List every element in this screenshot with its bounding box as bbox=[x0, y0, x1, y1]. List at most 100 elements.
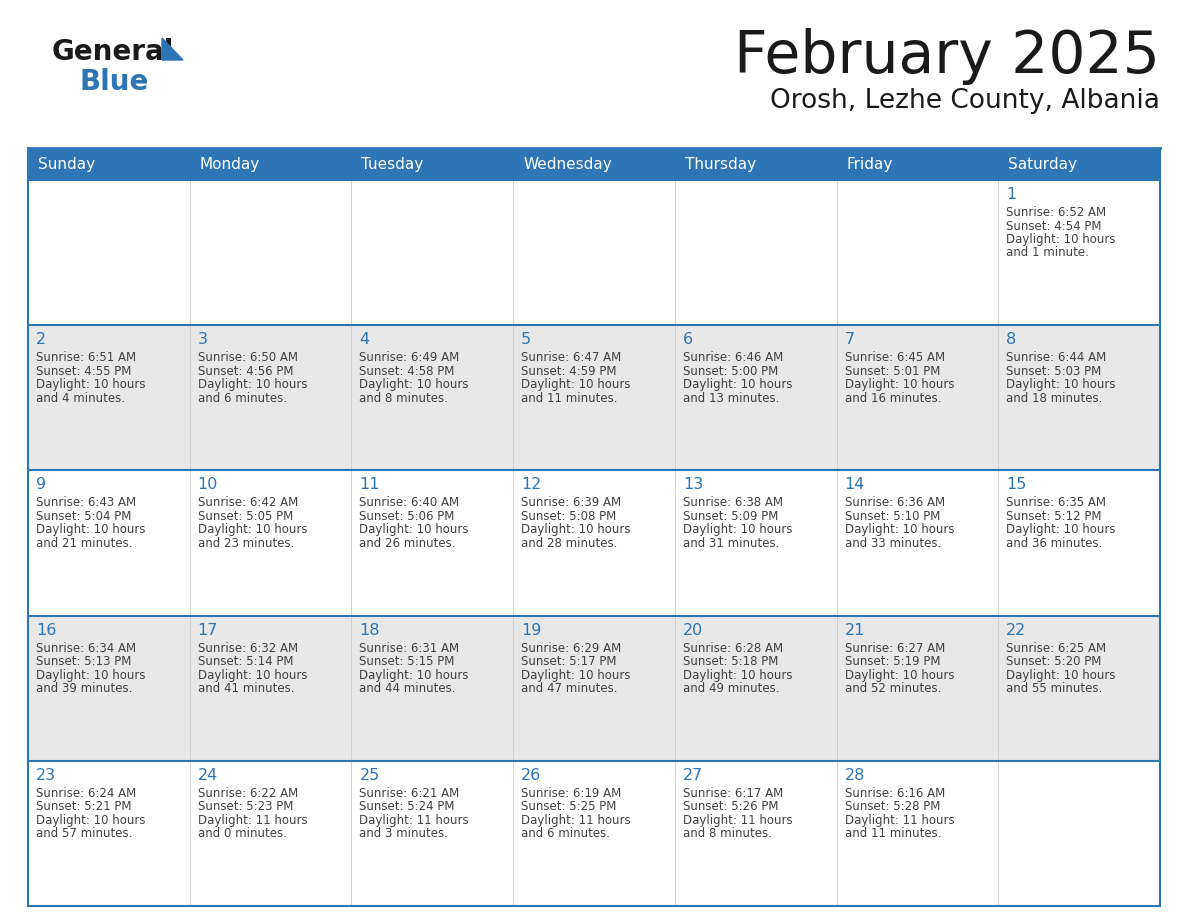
Text: Sunset: 4:55 PM: Sunset: 4:55 PM bbox=[36, 364, 132, 377]
Text: Sunset: 5:04 PM: Sunset: 5:04 PM bbox=[36, 509, 132, 523]
Text: Sunset: 5:28 PM: Sunset: 5:28 PM bbox=[845, 800, 940, 813]
Text: Sunrise: 6:49 AM: Sunrise: 6:49 AM bbox=[360, 352, 460, 364]
Bar bbox=[675, 148, 836, 180]
Text: and 1 minute.: and 1 minute. bbox=[1006, 247, 1089, 260]
Text: 27: 27 bbox=[683, 767, 703, 783]
Text: Sunrise: 6:50 AM: Sunrise: 6:50 AM bbox=[197, 352, 298, 364]
Text: Sunset: 5:15 PM: Sunset: 5:15 PM bbox=[360, 655, 455, 668]
Bar bbox=[998, 148, 1159, 180]
Text: Sunset: 5:00 PM: Sunset: 5:00 PM bbox=[683, 364, 778, 377]
Text: Daylight: 10 hours: Daylight: 10 hours bbox=[522, 668, 631, 681]
Text: Daylight: 10 hours: Daylight: 10 hours bbox=[36, 668, 145, 681]
Text: Sunrise: 6:22 AM: Sunrise: 6:22 AM bbox=[197, 787, 298, 800]
Text: Sunset: 5:21 PM: Sunset: 5:21 PM bbox=[36, 800, 132, 813]
Text: and 47 minutes.: and 47 minutes. bbox=[522, 682, 618, 695]
Text: Daylight: 10 hours: Daylight: 10 hours bbox=[360, 378, 469, 391]
Text: and 13 minutes.: and 13 minutes. bbox=[683, 392, 779, 405]
Text: Sunrise: 6:24 AM: Sunrise: 6:24 AM bbox=[36, 787, 137, 800]
Text: Daylight: 10 hours: Daylight: 10 hours bbox=[1006, 378, 1116, 391]
Text: 10: 10 bbox=[197, 477, 219, 492]
Text: Daylight: 11 hours: Daylight: 11 hours bbox=[683, 813, 792, 827]
Bar bbox=[513, 148, 675, 180]
Text: and 18 minutes.: and 18 minutes. bbox=[1006, 392, 1102, 405]
Text: Daylight: 10 hours: Daylight: 10 hours bbox=[36, 813, 145, 827]
Text: Orosh, Lezhe County, Albania: Orosh, Lezhe County, Albania bbox=[770, 88, 1159, 114]
Text: 24: 24 bbox=[197, 767, 217, 783]
Bar bbox=[352, 148, 513, 180]
Text: and 23 minutes.: and 23 minutes. bbox=[197, 537, 295, 550]
Text: and 11 minutes.: and 11 minutes. bbox=[845, 827, 941, 840]
Text: and 26 minutes.: and 26 minutes. bbox=[360, 537, 456, 550]
Text: Sunrise: 6:36 AM: Sunrise: 6:36 AM bbox=[845, 497, 944, 509]
Text: Daylight: 10 hours: Daylight: 10 hours bbox=[683, 523, 792, 536]
Text: 8: 8 bbox=[1006, 332, 1017, 347]
Text: 11: 11 bbox=[360, 477, 380, 492]
Text: Sunrise: 6:51 AM: Sunrise: 6:51 AM bbox=[36, 352, 137, 364]
Text: Daylight: 10 hours: Daylight: 10 hours bbox=[197, 378, 308, 391]
Text: and 55 minutes.: and 55 minutes. bbox=[1006, 682, 1102, 695]
Text: and 31 minutes.: and 31 minutes. bbox=[683, 537, 779, 550]
Text: and 57 minutes.: and 57 minutes. bbox=[36, 827, 132, 840]
Text: 6: 6 bbox=[683, 332, 693, 347]
Text: Daylight: 10 hours: Daylight: 10 hours bbox=[360, 668, 469, 681]
Text: 2: 2 bbox=[36, 332, 46, 347]
Text: and 16 minutes.: and 16 minutes. bbox=[845, 392, 941, 405]
Text: and 8 minutes.: and 8 minutes. bbox=[683, 827, 772, 840]
Text: and 3 minutes.: and 3 minutes. bbox=[360, 827, 448, 840]
Text: Sunset: 5:24 PM: Sunset: 5:24 PM bbox=[360, 800, 455, 813]
Text: Daylight: 10 hours: Daylight: 10 hours bbox=[522, 378, 631, 391]
Text: Wednesday: Wednesday bbox=[523, 156, 612, 172]
Text: Blue: Blue bbox=[80, 68, 150, 96]
Text: Daylight: 10 hours: Daylight: 10 hours bbox=[1006, 523, 1116, 536]
Text: Sunset: 5:13 PM: Sunset: 5:13 PM bbox=[36, 655, 132, 668]
Text: Daylight: 10 hours: Daylight: 10 hours bbox=[845, 523, 954, 536]
Text: Sunset: 5:10 PM: Sunset: 5:10 PM bbox=[845, 509, 940, 523]
Text: and 49 minutes.: and 49 minutes. bbox=[683, 682, 779, 695]
Text: Daylight: 10 hours: Daylight: 10 hours bbox=[522, 523, 631, 536]
Text: Sunset: 5:18 PM: Sunset: 5:18 PM bbox=[683, 655, 778, 668]
Text: Sunset: 4:56 PM: Sunset: 4:56 PM bbox=[197, 364, 293, 377]
Text: and 11 minutes.: and 11 minutes. bbox=[522, 392, 618, 405]
Text: Sunrise: 6:34 AM: Sunrise: 6:34 AM bbox=[36, 642, 137, 655]
Text: Sunset: 5:09 PM: Sunset: 5:09 PM bbox=[683, 509, 778, 523]
Text: 12: 12 bbox=[522, 477, 542, 492]
Text: Daylight: 11 hours: Daylight: 11 hours bbox=[522, 813, 631, 827]
Text: 26: 26 bbox=[522, 767, 542, 783]
Text: Sunset: 5:19 PM: Sunset: 5:19 PM bbox=[845, 655, 940, 668]
Text: 18: 18 bbox=[360, 622, 380, 638]
Text: and 21 minutes.: and 21 minutes. bbox=[36, 537, 133, 550]
Text: 3: 3 bbox=[197, 332, 208, 347]
Text: and 39 minutes.: and 39 minutes. bbox=[36, 682, 132, 695]
Text: Sunrise: 6:27 AM: Sunrise: 6:27 AM bbox=[845, 642, 944, 655]
Text: Sunset: 5:25 PM: Sunset: 5:25 PM bbox=[522, 800, 617, 813]
Bar bbox=[29, 180, 1159, 325]
Text: and 36 minutes.: and 36 minutes. bbox=[1006, 537, 1102, 550]
Text: and 6 minutes.: and 6 minutes. bbox=[522, 827, 611, 840]
Text: and 28 minutes.: and 28 minutes. bbox=[522, 537, 618, 550]
Bar bbox=[29, 761, 1159, 906]
Text: Sunset: 5:08 PM: Sunset: 5:08 PM bbox=[522, 509, 617, 523]
Text: 21: 21 bbox=[845, 622, 865, 638]
Text: 9: 9 bbox=[36, 477, 46, 492]
Text: Sunrise: 6:28 AM: Sunrise: 6:28 AM bbox=[683, 642, 783, 655]
Text: Daylight: 10 hours: Daylight: 10 hours bbox=[360, 523, 469, 536]
Text: Sunset: 5:03 PM: Sunset: 5:03 PM bbox=[1006, 364, 1101, 377]
Text: Daylight: 10 hours: Daylight: 10 hours bbox=[683, 378, 792, 391]
Text: and 6 minutes.: and 6 minutes. bbox=[197, 392, 286, 405]
Text: Sunrise: 6:52 AM: Sunrise: 6:52 AM bbox=[1006, 206, 1106, 219]
Text: 28: 28 bbox=[845, 767, 865, 783]
Text: Tuesday: Tuesday bbox=[361, 156, 424, 172]
Text: and 0 minutes.: and 0 minutes. bbox=[197, 827, 286, 840]
Text: Sunset: 5:17 PM: Sunset: 5:17 PM bbox=[522, 655, 617, 668]
Bar bbox=[29, 325, 1159, 470]
Text: Sunset: 5:12 PM: Sunset: 5:12 PM bbox=[1006, 509, 1101, 523]
Text: Thursday: Thursday bbox=[684, 156, 756, 172]
Text: and 44 minutes.: and 44 minutes. bbox=[360, 682, 456, 695]
Text: Sunrise: 6:31 AM: Sunrise: 6:31 AM bbox=[360, 642, 460, 655]
Text: Sunset: 5:23 PM: Sunset: 5:23 PM bbox=[197, 800, 293, 813]
Text: 13: 13 bbox=[683, 477, 703, 492]
Text: February 2025: February 2025 bbox=[734, 28, 1159, 85]
Text: and 8 minutes.: and 8 minutes. bbox=[360, 392, 448, 405]
Text: Sunday: Sunday bbox=[38, 156, 95, 172]
Text: Daylight: 10 hours: Daylight: 10 hours bbox=[36, 523, 145, 536]
